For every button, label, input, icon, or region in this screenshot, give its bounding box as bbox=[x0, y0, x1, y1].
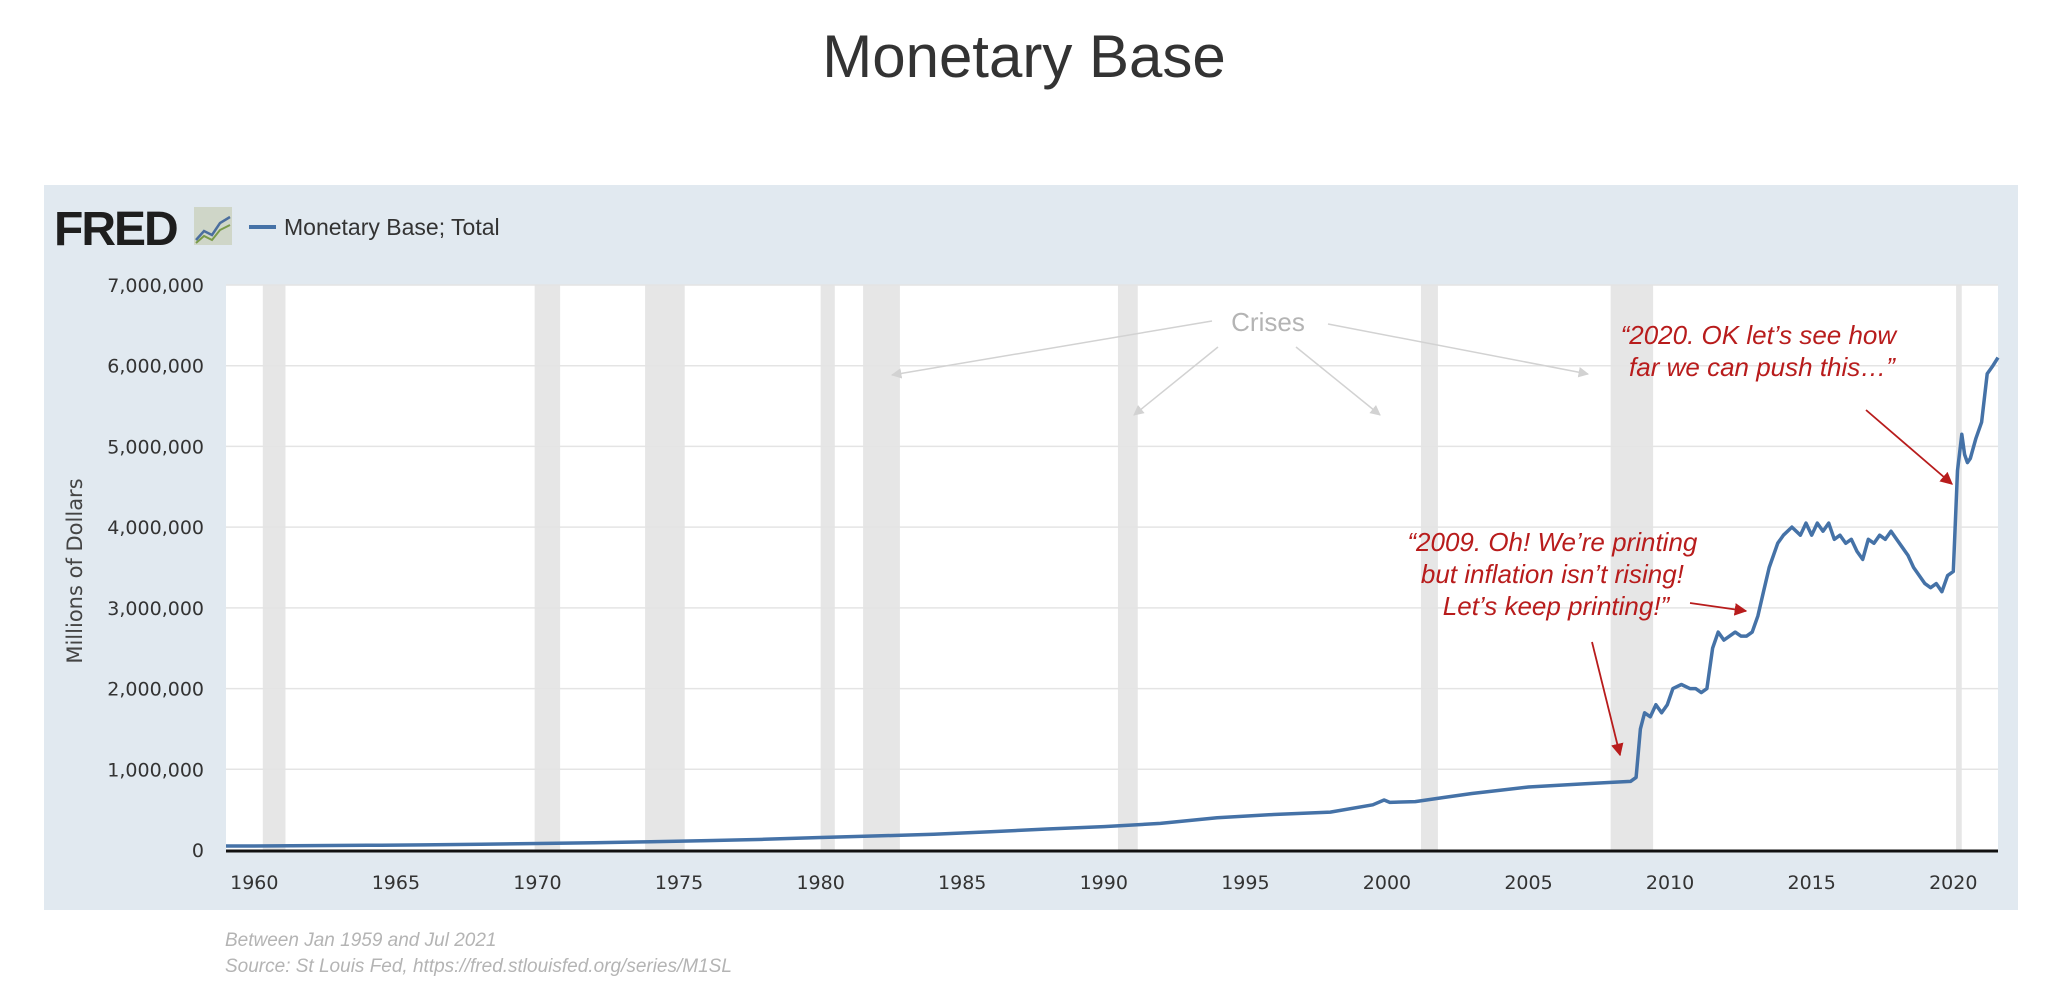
annotation-2009-arrow-down bbox=[1591, 641, 1624, 757]
x-tick-label: 2010 bbox=[1646, 872, 1694, 894]
y-tick-label: 1,000,000 bbox=[107, 759, 204, 781]
annotation-2009-line-2: but inflation isn’t rising! bbox=[1421, 559, 1684, 589]
svg-text:“2020. OK let’s see how: “2020. OK let’s see how far we can push … bbox=[1621, 320, 1904, 382]
recession-band-3 bbox=[820, 285, 835, 850]
y-tick-label: 3,000,000 bbox=[107, 598, 204, 620]
svg-text:“2009. Oh! We’re printing: “2009. Oh! We’re printing but inflation … bbox=[1407, 527, 1704, 621]
annotation-2009-line-3: Let’s keep printing!” bbox=[1443, 591, 1671, 621]
x-tick-label: 2020 bbox=[1929, 872, 1977, 894]
x-tick-label: 2015 bbox=[1788, 872, 1836, 894]
x-tick-label: 2000 bbox=[1363, 872, 1411, 894]
x-tick-label: 1975 bbox=[655, 872, 703, 894]
fred-logo[interactable]: FRED bbox=[54, 203, 232, 256]
annotation-2020-arrow bbox=[1865, 409, 1953, 485]
crises-annotation: Crises bbox=[890, 307, 1590, 416]
crises-arrow-2008 bbox=[1327, 323, 1590, 378]
x-tick-label: 1985 bbox=[938, 872, 986, 894]
series-line-monetary-base bbox=[226, 356, 2000, 848]
y-axis-ticks: 0 1,000,000 2,000,000 3,000,000 4,000,000 5,0… bbox=[107, 275, 204, 862]
crises-arrow-2001 bbox=[1295, 346, 1381, 416]
date-range-note: Between Jan 1959 and Jul 2021 bbox=[225, 930, 497, 951]
recession-band-6 bbox=[1420, 285, 1438, 850]
source-note: Source: St Louis Fed, https://fred.stlou… bbox=[225, 956, 732, 977]
y-tick-label: 2,000,000 bbox=[107, 679, 204, 701]
x-tick-label: 1970 bbox=[513, 872, 561, 894]
recession-band-1 bbox=[534, 285, 561, 850]
recession-band-5 bbox=[1117, 285, 1138, 850]
gridlines bbox=[226, 284, 1998, 771]
annotation-2009-arrow-right bbox=[1689, 602, 1748, 616]
line-graph-icon bbox=[194, 207, 232, 245]
fred-logo-text: FRED bbox=[54, 203, 177, 256]
crises-arrow-1982 bbox=[890, 320, 1213, 379]
plot-area bbox=[226, 285, 1998, 850]
x-tick-label: 2005 bbox=[1504, 872, 1552, 894]
annotation-2009-line-1: “2009. Oh! We’re printing bbox=[1407, 527, 1698, 557]
annotation-2009: “2009. Oh! We’re printing but inflation … bbox=[1407, 527, 1748, 757]
fred-chart-panel: FRED Monetary Base; Total 0 1,000,000 2,00… bbox=[44, 185, 2018, 910]
legend: Monetary Base; Total bbox=[249, 214, 500, 240]
recession-band-0 bbox=[262, 285, 286, 850]
y-tick-label: 5,000,000 bbox=[107, 436, 204, 458]
annotation-2020-line-1: “2020. OK let’s see how bbox=[1621, 320, 1899, 350]
x-tick-label: 1960 bbox=[230, 872, 278, 894]
recession-band-4 bbox=[863, 285, 900, 850]
recession-band-2 bbox=[645, 285, 685, 850]
x-tick-label: 1965 bbox=[372, 872, 420, 894]
chart-svg: FRED Monetary Base; Total 0 1,000,000 2,00… bbox=[54, 203, 2000, 894]
x-tick-label: 1995 bbox=[1221, 872, 1269, 894]
x-tick-label: 1980 bbox=[796, 872, 844, 894]
y-tick-label: 0 bbox=[192, 840, 204, 862]
annotation-2020: “2020. OK let’s see how far we can push … bbox=[1621, 320, 1953, 485]
y-tick-label: 7,000,000 bbox=[107, 275, 204, 297]
page-title: Monetary Base bbox=[822, 23, 1226, 90]
crises-arrow-1991 bbox=[1133, 346, 1219, 416]
crises-label: Crises bbox=[1231, 307, 1305, 337]
y-axis-label: Millions of Dollars bbox=[63, 478, 87, 663]
recession-bands bbox=[262, 285, 1962, 850]
recession-band-8 bbox=[1956, 285, 1962, 850]
x-tick-label: 1990 bbox=[1080, 872, 1128, 894]
y-tick-label: 4,000,000 bbox=[107, 517, 204, 539]
annotation-2020-line-2: far we can push this…” bbox=[1629, 352, 1896, 382]
y-tick-label: 6,000,000 bbox=[107, 356, 204, 378]
x-axis-ticks: 1960 1965 1970 1975 1980 1985 1990 1995 2000 2005… bbox=[230, 872, 1977, 894]
legend-label: Monetary Base; Total bbox=[284, 214, 500, 240]
